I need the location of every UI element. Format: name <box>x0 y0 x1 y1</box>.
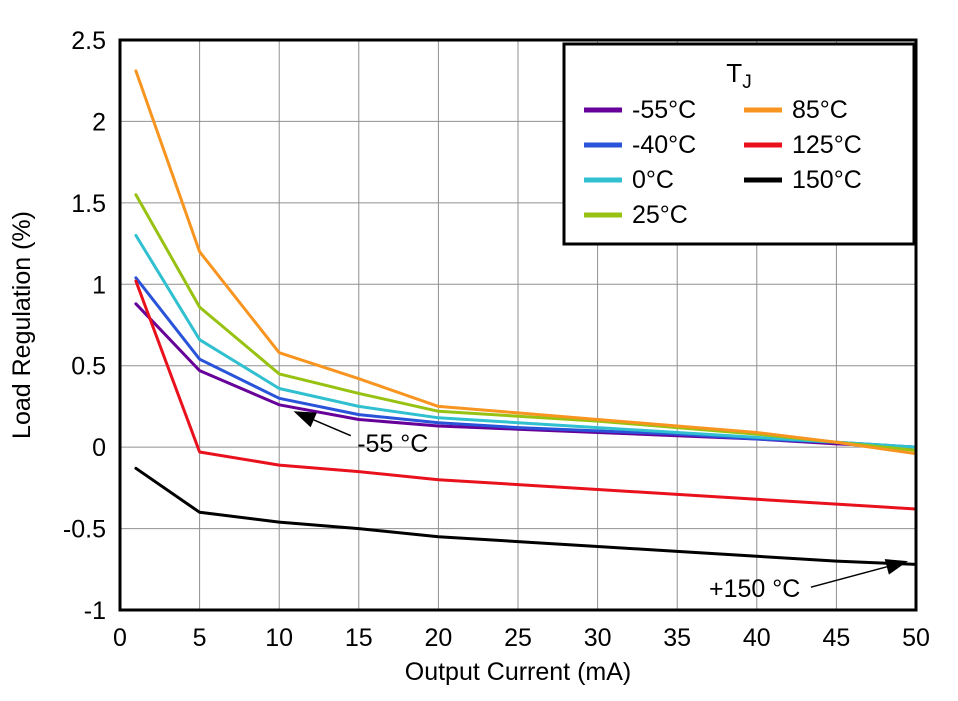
y-tick-label: -1 <box>84 597 106 625</box>
y-tick-label: -0.5 <box>63 516 106 544</box>
x-axis-title: Output Current (mA) <box>405 658 631 686</box>
x-tick-label: 50 <box>902 624 930 652</box>
legend-label: 25°C <box>632 201 688 229</box>
x-tick-label: 0 <box>113 624 127 652</box>
x-tick-label: 20 <box>424 624 452 652</box>
y-axis-title: Load Regulation (%) <box>8 211 36 439</box>
tick-layer: 0 5 10 15 20 25 30 35 40 45 50 -1 -0.5 0 0.5 1 1.5 2 2.5 <box>63 27 930 652</box>
y-tick-label: 0.5 <box>71 353 106 381</box>
series-line--55°C <box>134 302 918 449</box>
annotation-arrowhead <box>293 411 317 428</box>
y-tick-label: 2 <box>92 108 106 136</box>
annotation-label: +150 °C <box>709 575 800 603</box>
y-tick-label: 0 <box>92 434 106 462</box>
y-tick-label: 1 <box>92 271 106 299</box>
series-layer <box>134 69 918 566</box>
x-tick-label: 35 <box>663 624 691 652</box>
annotation-line <box>313 419 352 437</box>
y-tick-label: 1.5 <box>71 190 106 218</box>
series-line-150°C <box>134 466 918 566</box>
series-line-0°C <box>134 233 918 449</box>
annotations: -55 °C +150 °C <box>293 411 908 603</box>
legend-label: -55°C <box>632 96 696 124</box>
x-tick-label: 45 <box>822 624 850 652</box>
legend-title-main: T <box>726 58 742 88</box>
legend-label: 0°C <box>632 166 674 194</box>
series-line-125°C <box>134 279 918 511</box>
legend-box <box>562 42 916 246</box>
x-tick-label: 25 <box>504 624 532 652</box>
legend-label: 85°C <box>792 96 848 124</box>
legend-title: TJ <box>726 58 751 93</box>
x-tick-label: 15 <box>345 624 373 652</box>
x-tick-label: 40 <box>743 624 771 652</box>
x-tick-label: 10 <box>265 624 293 652</box>
legend-label: 150°C <box>792 166 862 194</box>
annotation-arrowhead <box>884 559 908 575</box>
y-tick-label: 2.5 <box>71 27 106 55</box>
x-tick-label: 5 <box>193 624 207 652</box>
x-tick-label: 30 <box>584 624 612 652</box>
plot-border <box>118 38 918 612</box>
annotation-line <box>810 566 887 588</box>
annotation-label: -55 °C <box>357 430 428 458</box>
legend-title-sub: J <box>742 72 752 93</box>
legend: TJ -55°C -40°C 0°C 25°C 85°C 125°C 150°C <box>562 42 916 246</box>
legend-label: 125°C <box>792 131 862 159</box>
series-line-85°C <box>134 69 918 456</box>
legend-label: -40°C <box>632 131 696 159</box>
